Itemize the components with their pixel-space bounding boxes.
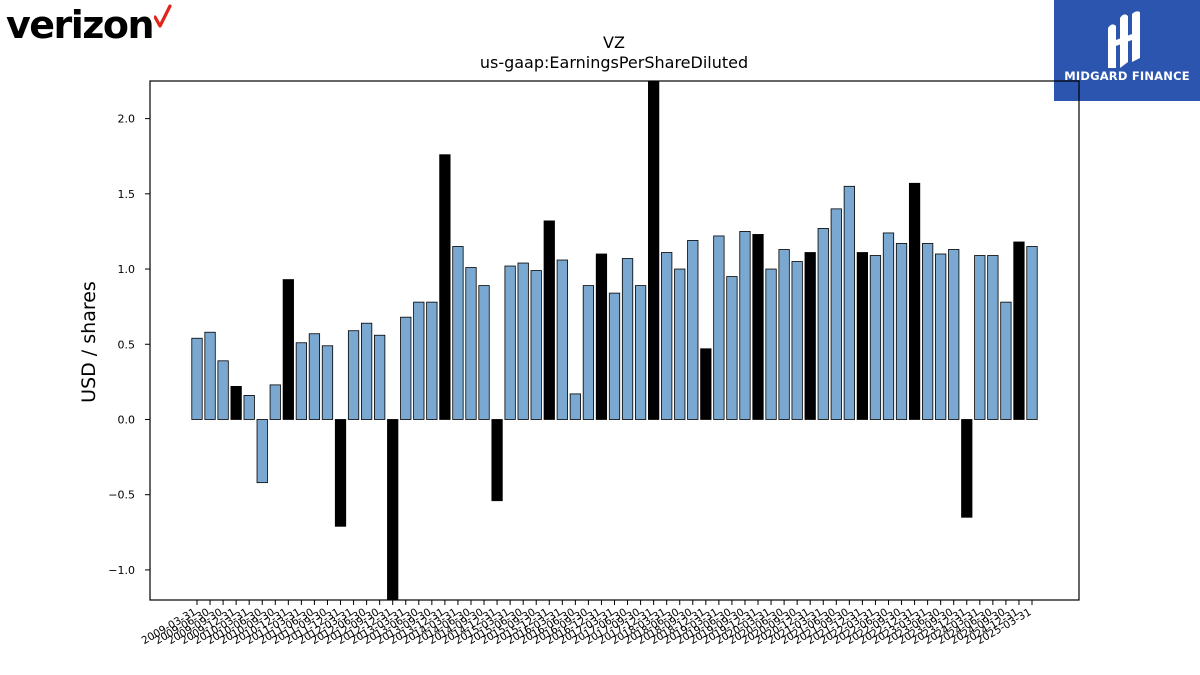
bar-2025-03-31 [1026, 246, 1038, 420]
bar-2015-09-30 [530, 270, 542, 420]
bar-2011-12-31 [334, 419, 347, 527]
midgard-emblem-icon [1108, 11, 1140, 68]
bar-2022-06-30 [882, 232, 895, 420]
bar-2012-09-30 [374, 334, 386, 420]
x-axis: 2009-03-312009-06-302009-09-302009-12-31… [140, 600, 1034, 647]
bar-2012-06-30 [360, 322, 373, 420]
bar-2017-09-30 [634, 285, 647, 420]
bar-2010-12-31 [282, 279, 294, 420]
bar-2009-06-30 [204, 331, 216, 420]
y-tick-label: −1.0 [108, 564, 135, 577]
bar-2021-09-30 [843, 185, 855, 420]
bar-2018-12-31 [700, 348, 712, 420]
bar-2013-12-31 [439, 154, 451, 420]
bar-2014-03-31 [452, 246, 464, 420]
bar-2020-06-30 [778, 249, 790, 420]
bar-2020-09-30 [791, 261, 803, 420]
bar-2024-03-31 [974, 255, 986, 420]
midgard-finance-logo: MIDGARD FINANCE [1054, 0, 1200, 101]
bar-2022-09-30 [895, 243, 908, 420]
bar-2022-12-31 [908, 182, 921, 420]
bar-2016-12-31 [595, 253, 608, 420]
y-axis: −1.0 −0.5 0.0 0.5 1.0 1.5 2.0 [108, 113, 150, 577]
bar-2024-12-31 [1013, 241, 1025, 420]
bar-2017-03-31 [608, 292, 621, 420]
bar-2020-12-31 [804, 252, 816, 420]
checkmark-icon [154, 4, 172, 28]
bar-2022-03-31 [869, 255, 882, 420]
bar-2021-03-31 [817, 228, 829, 420]
bar-2015-12-31 [543, 220, 555, 420]
y-tick-label: 0.5 [118, 338, 136, 351]
bar-2011-09-30 [321, 345, 334, 420]
bar-2010-09-30 [269, 384, 281, 420]
chart-subtitle: us-gaap:EarningsPerShareDiluted [480, 53, 748, 72]
y-tick-label: −0.5 [108, 489, 135, 502]
chart-title: VZ [603, 33, 625, 52]
bar-2016-09-30 [582, 285, 595, 420]
bar-2017-12-31 [648, 81, 660, 420]
bar-2019-12-31 [752, 234, 764, 420]
bar-2011-06-30 [308, 333, 321, 420]
bar-2013-06-30 [413, 301, 425, 420]
y-tick-label: 1.0 [118, 263, 136, 276]
bar-2009-12-31 [230, 385, 242, 420]
bar-2016-03-31 [556, 259, 568, 420]
bar-2015-06-30 [517, 262, 529, 420]
bar-2017-06-30 [621, 258, 634, 420]
bar-2023-12-31 [961, 419, 973, 518]
bar-2013-03-31 [400, 316, 412, 420]
bar-2018-09-30 [687, 240, 699, 420]
bar-2013-09-30 [426, 301, 438, 420]
bar-2019-06-30 [726, 276, 738, 420]
bar-2014-06-30 [465, 267, 477, 420]
bar-2023-09-30 [948, 249, 960, 420]
bar-2012-12-31 [387, 419, 399, 600]
bar-2018-03-31 [661, 252, 673, 420]
y-axis-label: USD / shares [78, 281, 100, 403]
bar-2009-03-31 [191, 337, 203, 420]
bar-2023-06-30 [935, 253, 947, 420]
verizon-wordmark: verizon [6, 3, 155, 47]
bar-2020-03-31 [765, 268, 777, 420]
verizon-logo: verizon [6, 2, 172, 48]
bar-2024-06-30 [987, 255, 999, 420]
y-tick-label: 0.0 [118, 413, 136, 426]
bar-2009-09-30 [217, 360, 229, 420]
bar-2015-03-31 [504, 265, 516, 420]
bar-2010-06-30 [256, 419, 268, 484]
bar-2019-09-30 [739, 231, 751, 420]
midgard-finance-name: MIDGARD FINANCE [1064, 69, 1190, 83]
bar-2021-12-31 [856, 252, 869, 420]
bar-series [191, 81, 1038, 600]
bar-2010-03-31 [243, 395, 255, 420]
bar-2019-03-31 [713, 235, 725, 420]
y-tick-label: 2.0 [118, 113, 136, 126]
bar-2014-12-31 [491, 419, 503, 502]
bar-2016-06-30 [569, 393, 581, 420]
plot-area [191, 81, 1038, 600]
bar-2024-09-30 [1000, 301, 1012, 420]
bar-2023-03-31 [922, 243, 934, 420]
bar-2012-03-31 [347, 330, 360, 420]
bar-2014-09-30 [478, 285, 490, 420]
y-tick-label: 1.5 [118, 188, 136, 201]
bar-2021-06-30 [830, 208, 842, 420]
bar-2018-06-30 [674, 268, 686, 420]
bar-2011-03-31 [295, 342, 308, 420]
